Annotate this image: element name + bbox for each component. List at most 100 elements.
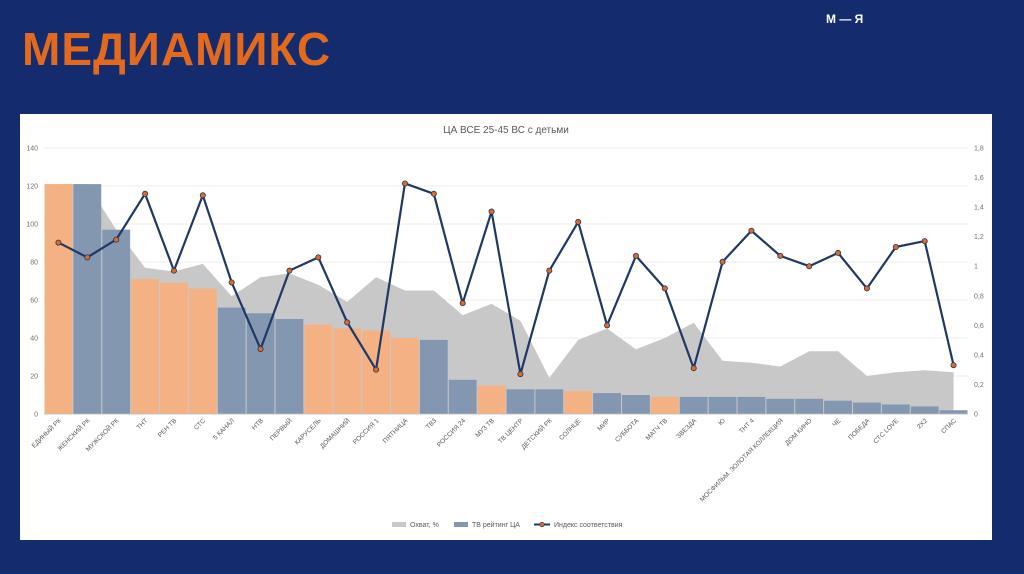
line-point-index [921,238,928,245]
bar-tv-rating [304,324,333,414]
line-point-index [401,180,408,187]
bar-tv-rating [708,396,737,414]
category-label: ТНТ 4 [738,417,756,435]
category-label: СТС [193,417,207,431]
right-axis-tick-label: 1,8 [974,146,984,153]
category-label: СТС LOVE [872,417,900,445]
category-label: НТВ [251,417,265,431]
line-point-index [575,218,582,225]
category-label: СУББОТА [614,417,641,444]
line-point-index [806,263,813,270]
legend-label-reach: Охват, % [410,522,439,529]
left-axis-tick-label: 100 [26,222,38,229]
left-axis-tick-label: 40 [30,336,38,343]
category-label: ТВ ЦЕНТР [497,417,525,445]
right-axis-tick-label: 0,6 [974,323,984,330]
line-point-index [344,319,351,326]
line-point-index [55,239,62,246]
category-label: Ю [717,417,727,427]
category-label: ЕДИНЫЙ РК [29,416,63,450]
line-point-index [199,192,206,199]
left-axis-tick-label: 80 [30,260,38,267]
bar-tv-rating [333,328,362,414]
bar-tv-rating [737,396,766,414]
chart-title: ЦА ВСЕ 25-45 ВС с детьми [443,125,569,136]
legend-swatch-reach [392,522,406,527]
left-axis-tick-label: 0 [34,412,38,419]
left-axis-tick-label: 140 [26,146,38,153]
bar-tv-rating [448,379,477,414]
bar-tv-rating [795,398,824,414]
category-label: ПЯТНИЦА [382,417,410,445]
line-point-index [950,362,957,369]
line-point-index [632,252,639,259]
category-label: РОССИЯ 24 [436,417,467,448]
line-point-index [604,322,611,329]
bar-tv-rating [824,400,852,414]
bar-tv-rating [391,338,419,414]
category-label: МАТЧ ТВ [645,417,670,442]
bar-tv-rating [593,393,621,414]
right-axis-tick-label: 0,8 [974,293,984,300]
bar-tv-rating [535,389,564,414]
line-point-index [373,366,380,373]
bar-tv-rating [506,389,535,414]
line-point-index [459,300,466,307]
line-point-index [286,267,293,274]
legend-label-index: Индекс соответствия [554,522,623,529]
bar-tv-rating [564,391,593,414]
category-label: ТНТ [136,417,150,431]
bar-tv-rating [419,339,448,414]
line-point-index [546,267,553,274]
bar-tv-rating [766,398,795,414]
left-axis-tick-label: 120 [26,184,38,191]
bar-tv-rating [477,385,506,414]
category-label: ПОБЕДА [847,417,872,442]
legend-swatch-rating [454,522,468,527]
right-axis-tick-label: 0,2 [974,382,984,389]
line-point-index [228,279,235,286]
right-axis-tick-label: 0,4 [974,352,984,359]
line-point-index [835,249,842,256]
bar-tv-rating [217,307,246,414]
bar-tv-rating [188,288,217,414]
bar-tv-rating [939,410,968,414]
category-label: РЕН ТВ [157,417,179,439]
legend-label-rating: ТВ рейтинг ЦА [472,521,520,529]
line-point-index [690,365,697,372]
line-series-index [57,182,955,376]
right-axis-tick-label: 1 [974,264,978,271]
bar-tv-rating [275,319,304,414]
slide-title: МЕДИАМИКС [22,23,332,75]
category-label: КАРУСЕЛЬ [294,417,323,446]
line-point-index [113,236,120,243]
right-axis-tick-label: 0 [974,412,978,419]
line-point-index [892,244,899,251]
line-point-index [170,267,177,274]
bar-tv-rating [853,402,881,414]
bar-tv-rating [622,395,650,414]
bar-tv-rating [910,406,939,414]
line-point-index [777,252,784,259]
bar-tv-rating [160,282,188,414]
right-axis-tick-label: 1,6 [974,175,984,182]
category-label: ДОМАШНИЙ [318,416,352,450]
line-point-index [719,258,726,265]
category-label: 5 КАНАЛ [212,417,236,441]
bar-tv-rating [44,184,73,414]
bar-tv-rating [102,229,131,414]
bar-tv-rating [73,184,102,414]
category-label: МИР [596,417,611,432]
line-point-index [488,208,495,215]
line-point-index [661,285,668,292]
line-point-index [430,190,437,197]
bar-tv-rating [679,396,708,414]
brand-logo: М — Я [826,12,864,26]
category-label: РОССИЯ 1 [352,417,381,446]
line-point-index [863,285,870,292]
category-label: 2Х2 [916,417,929,430]
category-label: ДОМ КИНО [784,417,814,447]
bar-tv-rating [650,396,679,414]
right-axis-tick-label: 1,4 [974,205,984,212]
category-label: СПАС [940,417,958,435]
